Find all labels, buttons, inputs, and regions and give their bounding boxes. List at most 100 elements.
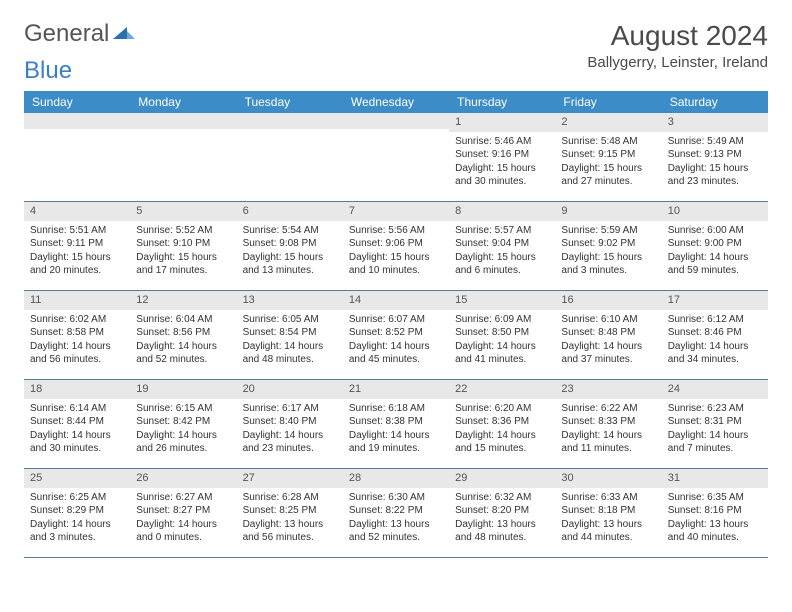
day-number: 16 <box>555 291 661 310</box>
week-row: 18 Sunrise: 6:14 AMSunset: 8:44 PM Dayligh… <box>24 380 768 469</box>
sunset-line: Sunset: 8:44 PM <box>30 415 124 429</box>
day-body: Sunrise: 5:51 AMSunset: 9:11 PMDaylight:… <box>24 221 130 284</box>
daylight-line: Daylight: 15 hours and 13 minutes. <box>243 251 337 278</box>
day-cell: 16Sunrise: 6:10 AMSunset: 8:48 PMDayligh… <box>555 291 661 379</box>
sunset-line: Sunset: 8:42 PM <box>136 415 230 429</box>
day-number: 29 <box>449 469 555 488</box>
day-cell: 11Sunrise: 6:02 AMSunset: 8:58 PMDayligh… <box>24 291 130 379</box>
day-body: Sunrise: 6:09 AMSunset: 8:50 PMDaylight:… <box>449 310 555 373</box>
day-body: Sunrise: 5:59 AMSunset: 9:02 PMDaylight:… <box>555 221 661 284</box>
sunrise-line: Sunrise: 6:32 AM <box>455 491 549 505</box>
day-number: 18 <box>24 380 130 399</box>
day-body: Sunrise: 6:35 AMSunset: 8:16 PMDaylight:… <box>662 488 768 551</box>
day-number: 2 <box>555 113 661 132</box>
sunrise-line: Sunrise: 6:14 AM <box>30 402 124 416</box>
weekday-label: Saturday <box>662 91 768 113</box>
day-number: 13 <box>237 291 343 310</box>
day-body: Sunrise: 6:10 AMSunset: 8:48 PMDaylight:… <box>555 310 661 373</box>
day-number: 10 <box>662 202 768 221</box>
daylight-line: Daylight: 14 hours and 41 minutes. <box>455 340 549 367</box>
day-body: Sunrise: 6:22 AMSunset: 8:33 PMDaylight:… <box>555 399 661 462</box>
day-cell: 24Sunrise: 6:23 AMSunset: 8:31 PMDayligh… <box>662 380 768 468</box>
day-cell: 17Sunrise: 6:12 AMSunset: 8:46 PMDayligh… <box>662 291 768 379</box>
daylight-line: Daylight: 14 hours and 37 minutes. <box>561 340 655 367</box>
sunrise-line: Sunrise: 5:52 AM <box>136 224 230 238</box>
day-number: 5 <box>130 202 236 221</box>
sunrise-line: Sunrise: 6:02 AM <box>30 313 124 327</box>
sunset-line: Sunset: 8:40 PM <box>243 415 337 429</box>
day-body: Sunrise: 6:32 AMSunset: 8:20 PMDaylight:… <box>449 488 555 551</box>
sunset-line: Sunset: 9:11 PM <box>30 237 124 251</box>
day-number <box>130 113 236 129</box>
day-cell: 2Sunrise: 5:48 AMSunset: 9:15 PMDaylight… <box>555 113 661 201</box>
day-body: Sunrise: 6:00 AMSunset: 9:00 PMDaylight:… <box>662 221 768 284</box>
sunset-line: Sunset: 8:25 PM <box>243 504 337 518</box>
daylight-line: Daylight: 14 hours and 11 minutes. <box>561 429 655 456</box>
sunrise-line: Sunrise: 6:00 AM <box>668 224 762 238</box>
sunrise-line: Sunrise: 6:23 AM <box>668 402 762 416</box>
logo: General <box>24 20 137 48</box>
sunrise-line: Sunrise: 6:33 AM <box>561 491 655 505</box>
day-cell: 10Sunrise: 6:00 AMSunset: 9:00 PMDayligh… <box>662 202 768 290</box>
daylight-line: Daylight: 15 hours and 27 minutes. <box>561 162 655 189</box>
day-body: Sunrise: 6:28 AMSunset: 8:25 PMDaylight:… <box>237 488 343 551</box>
sunrise-line: Sunrise: 5:59 AM <box>561 224 655 238</box>
day-number: 12 <box>130 291 236 310</box>
sunset-line: Sunset: 8:56 PM <box>136 326 230 340</box>
month-title: August 2024 <box>587 20 768 52</box>
day-cell: 9Sunrise: 5:59 AMSunset: 9:02 PMDaylight… <box>555 202 661 290</box>
daylight-line: Daylight: 14 hours and 59 minutes. <box>668 251 762 278</box>
day-number <box>237 113 343 129</box>
daylight-line: Daylight: 15 hours and 10 minutes. <box>349 251 443 278</box>
sunrise-line: Sunrise: 6:28 AM <box>243 491 337 505</box>
day-body: Sunrise: 6:20 AMSunset: 8:36 PMDaylight:… <box>449 399 555 462</box>
day-cell: 20Sunrise: 6:17 AMSunset: 8:40 PMDayligh… <box>237 380 343 468</box>
sunset-line: Sunset: 8:22 PM <box>349 504 443 518</box>
day-cell: 26Sunrise: 6:27 AMSunset: 8:27 PMDayligh… <box>130 469 236 557</box>
day-cell: 5Sunrise: 5:52 AMSunset: 9:10 PMDaylight… <box>130 202 236 290</box>
sunset-line: Sunset: 8:54 PM <box>243 326 337 340</box>
sunrise-line: Sunrise: 6:18 AM <box>349 402 443 416</box>
sunrise-line: Sunrise: 6:15 AM <box>136 402 230 416</box>
weekday-label: Tuesday <box>237 91 343 113</box>
sunset-line: Sunset: 8:18 PM <box>561 504 655 518</box>
day-cell <box>130 113 236 201</box>
day-body: Sunrise: 6:02 AMSunset: 8:58 PMDaylight:… <box>24 310 130 373</box>
day-body: Sunrise: 5:46 AMSunset: 9:16 PMDaylight:… <box>449 132 555 195</box>
day-number: 7 <box>343 202 449 221</box>
sunset-line: Sunset: 8:52 PM <box>349 326 443 340</box>
sunset-line: Sunset: 9:00 PM <box>668 237 762 251</box>
daylight-line: Daylight: 14 hours and 0 minutes. <box>136 518 230 545</box>
sunrise-line: Sunrise: 6:09 AM <box>455 313 549 327</box>
sunset-line: Sunset: 8:27 PM <box>136 504 230 518</box>
day-number: 23 <box>555 380 661 399</box>
day-body: Sunrise: 6:07 AMSunset: 8:52 PMDaylight:… <box>343 310 449 373</box>
sunset-line: Sunset: 9:15 PM <box>561 148 655 162</box>
sunset-line: Sunset: 8:46 PM <box>668 326 762 340</box>
daylight-line: Daylight: 15 hours and 30 minutes. <box>455 162 549 189</box>
weekday-label: Thursday <box>449 91 555 113</box>
daylight-line: Daylight: 13 hours and 48 minutes. <box>455 518 549 545</box>
day-number: 15 <box>449 291 555 310</box>
day-number: 20 <box>237 380 343 399</box>
sunrise-line: Sunrise: 6:12 AM <box>668 313 762 327</box>
day-cell: 6Sunrise: 5:54 AMSunset: 9:08 PMDaylight… <box>237 202 343 290</box>
sunrise-line: Sunrise: 6:10 AM <box>561 313 655 327</box>
day-number: 17 <box>662 291 768 310</box>
day-cell: 30Sunrise: 6:33 AMSunset: 8:18 PMDayligh… <box>555 469 661 557</box>
daylight-line: Daylight: 15 hours and 23 minutes. <box>668 162 762 189</box>
week-row: 4Sunrise: 5:51 AMSunset: 9:11 PMDaylight… <box>24 202 768 291</box>
sunrise-line: Sunrise: 6:17 AM <box>243 402 337 416</box>
daylight-line: Daylight: 14 hours and 15 minutes. <box>455 429 549 456</box>
day-body: Sunrise: 6:04 AMSunset: 8:56 PMDaylight:… <box>130 310 236 373</box>
sunset-line: Sunset: 9:08 PM <box>243 237 337 251</box>
day-number: 25 <box>24 469 130 488</box>
day-cell: 22Sunrise: 6:20 AMSunset: 8:36 PMDayligh… <box>449 380 555 468</box>
daylight-line: Daylight: 14 hours and 45 minutes. <box>349 340 443 367</box>
day-number: 1 <box>449 113 555 132</box>
day-number: 11 <box>24 291 130 310</box>
sunrise-line: Sunrise: 5:49 AM <box>668 135 762 149</box>
day-cell: 28Sunrise: 6:30 AMSunset: 8:22 PMDayligh… <box>343 469 449 557</box>
sunrise-line: Sunrise: 5:51 AM <box>30 224 124 238</box>
day-cell: 25Sunrise: 6:25 AMSunset: 8:29 PMDayligh… <box>24 469 130 557</box>
